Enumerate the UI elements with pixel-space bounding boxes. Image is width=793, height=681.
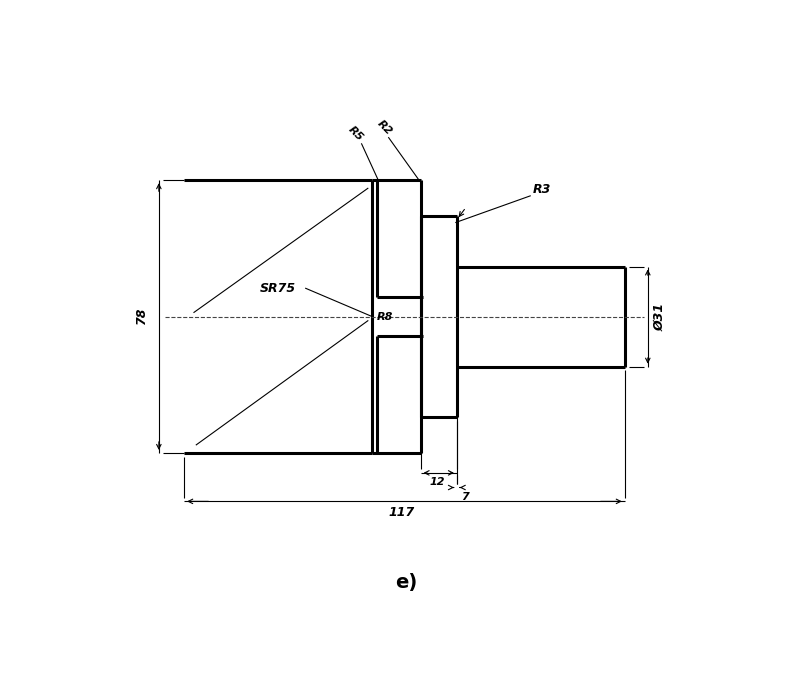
Text: 7: 7 — [461, 492, 469, 502]
Text: R3: R3 — [532, 183, 550, 196]
Text: R5: R5 — [346, 125, 365, 144]
Text: R8: R8 — [377, 312, 393, 321]
Text: Ø31: Ø31 — [653, 302, 666, 331]
Text: 117: 117 — [389, 506, 415, 519]
Text: e): e) — [395, 573, 417, 592]
Text: 12: 12 — [430, 477, 446, 487]
Text: SR75: SR75 — [260, 281, 297, 295]
Text: 78: 78 — [135, 308, 147, 326]
Text: R2: R2 — [375, 118, 394, 138]
